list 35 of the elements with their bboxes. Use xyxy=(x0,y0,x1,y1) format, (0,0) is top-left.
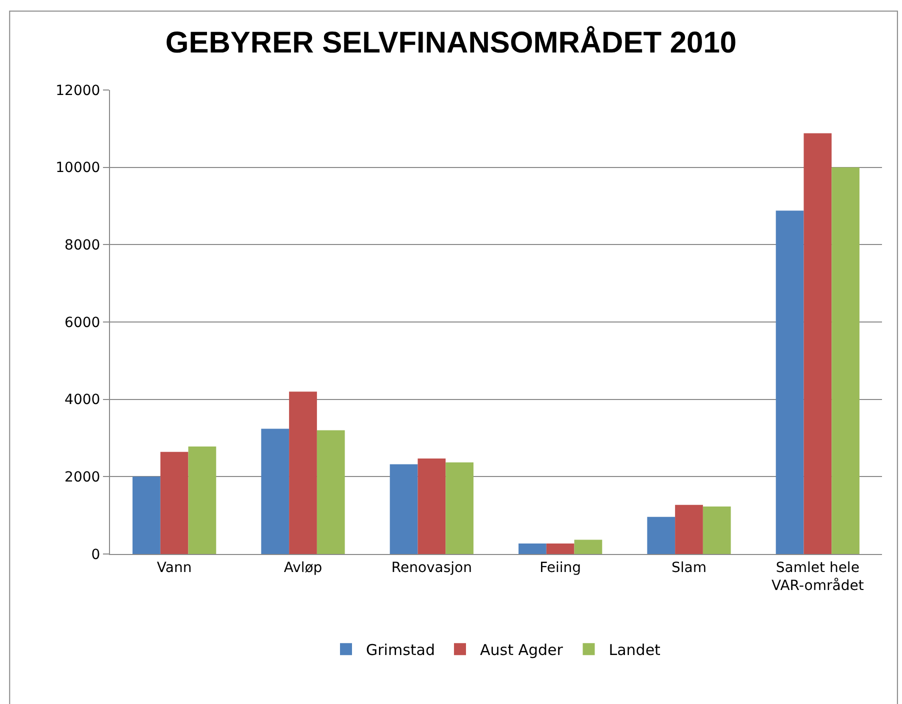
bar xyxy=(390,464,418,554)
bar xyxy=(546,544,574,554)
y-tick-label: 12000 xyxy=(56,82,100,99)
bar xyxy=(160,452,188,554)
legend-label: Aust Agder xyxy=(480,640,564,659)
bar xyxy=(804,133,832,554)
bar xyxy=(132,476,160,554)
y-tick-label: 4000 xyxy=(64,392,100,408)
x-tick-label: Avløp xyxy=(284,560,322,576)
bar xyxy=(261,428,290,554)
y-tick-label: 10000 xyxy=(56,160,100,176)
legend-label: Grimstad xyxy=(366,640,435,659)
bar xyxy=(702,506,731,554)
legend-label: Landet xyxy=(608,640,661,659)
y-tick-label: 6000 xyxy=(64,314,100,331)
bar xyxy=(518,544,546,554)
bar xyxy=(647,516,676,554)
x-tick-label: Vann xyxy=(156,560,192,576)
y-tick-label: 0 xyxy=(91,546,100,563)
bar xyxy=(832,167,860,554)
x-tick-label: Feiing xyxy=(540,560,582,576)
bar xyxy=(446,462,474,554)
bar xyxy=(675,504,703,554)
y-tick-label: 8000 xyxy=(64,238,100,254)
bar xyxy=(316,430,345,554)
x-tick-label: Slam xyxy=(672,560,706,576)
bar xyxy=(574,540,602,554)
bar xyxy=(289,392,317,554)
bar xyxy=(418,458,446,554)
bar xyxy=(776,210,804,554)
x-tick-label: Samlet hele VAR-området xyxy=(772,560,864,594)
bar xyxy=(188,446,216,554)
x-tick-label: Renovasjon xyxy=(391,560,472,576)
chart-title: GEBYRER SELVFINANSOMRÅDET 2010 xyxy=(165,26,737,60)
y-tick-label: 2000 xyxy=(64,470,100,486)
